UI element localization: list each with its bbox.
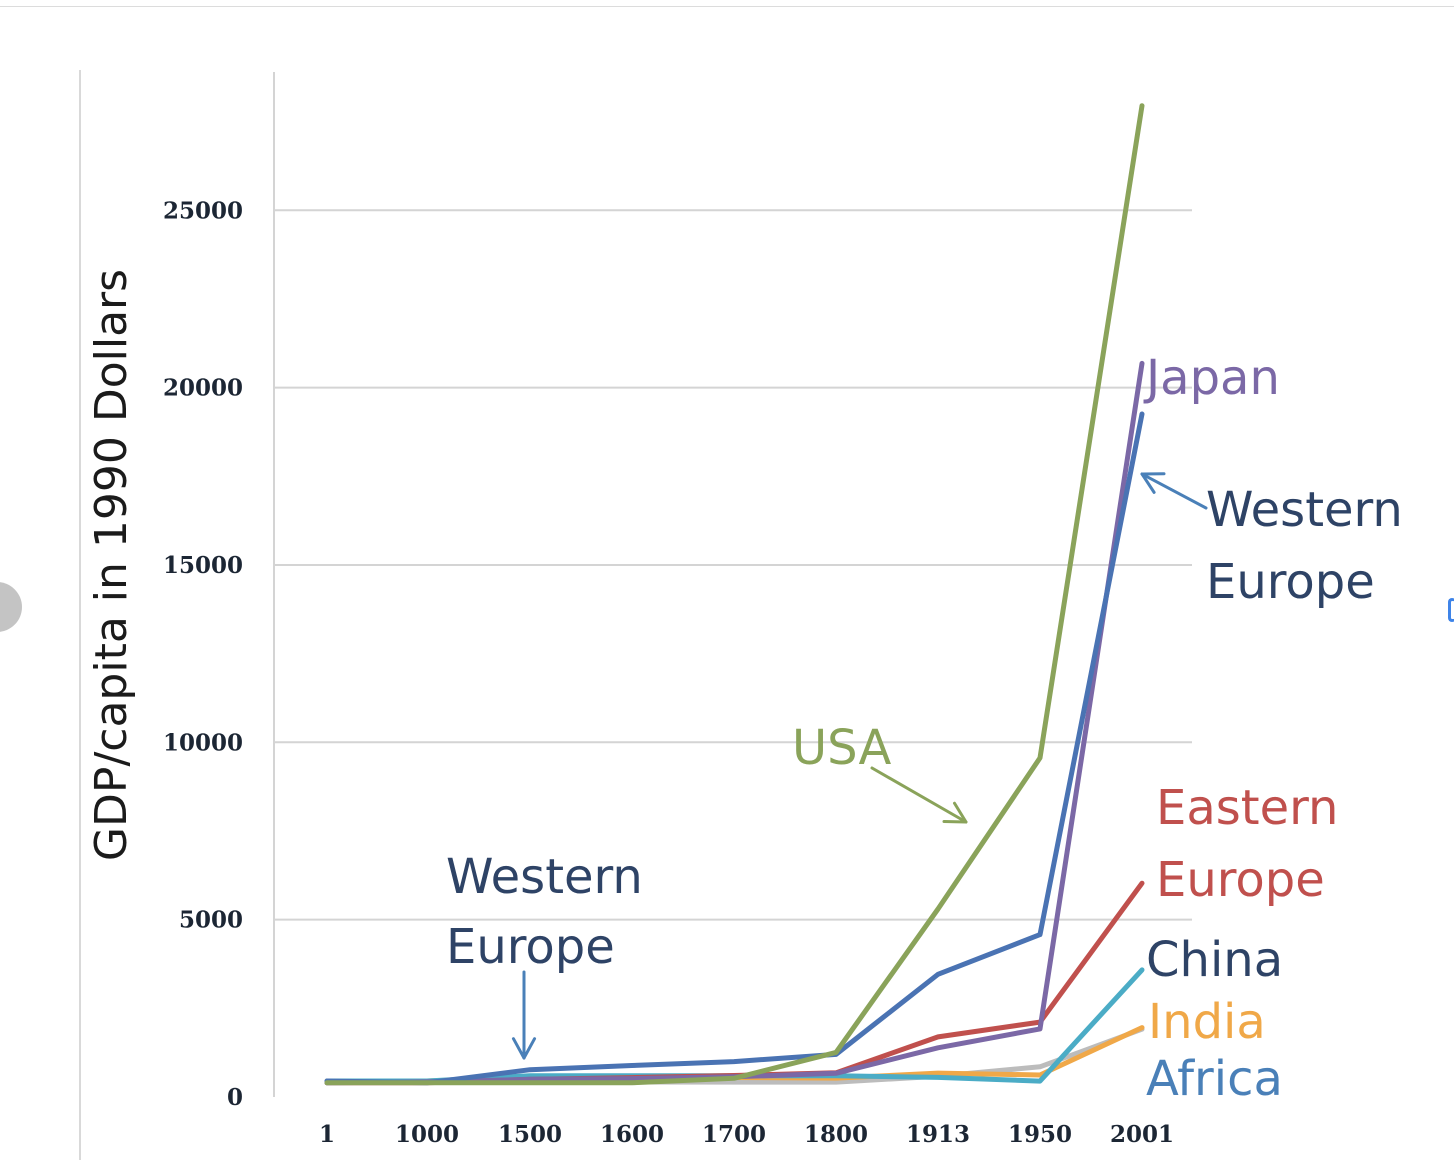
label-africa: Africa xyxy=(1146,1051,1283,1107)
gridlines xyxy=(274,209,1192,921)
x-tick-2001: 2001 xyxy=(1110,1121,1174,1148)
x-tick-1700: 1700 xyxy=(702,1121,766,1148)
x-tick-1800: 1800 xyxy=(804,1121,868,1148)
y-tick-5000: 5000 xyxy=(179,907,243,934)
y-axis-label: GDP/capita in 1990 Dollars xyxy=(86,269,137,861)
annotation-labels: Japan Western Europe USA Eastern Europe China I… xyxy=(446,350,1403,1107)
x-tick-1950: 1950 xyxy=(1008,1121,1072,1148)
x-tick-1913: 1913 xyxy=(906,1121,970,1148)
label-usa: USA xyxy=(792,720,891,776)
western-europe-right-arrow xyxy=(1140,472,1208,510)
label-western-europe-left-line-1: Western xyxy=(446,849,643,905)
label-japan: Japan xyxy=(1143,350,1280,406)
western-europe-left-arrow xyxy=(511,970,537,1060)
x-tick-1000: 1000 xyxy=(395,1121,459,1148)
x-tick-labels: 1 1000 1500 1600 1700 1800 1913 1950 2001 xyxy=(319,1121,1174,1148)
annotation-arrows xyxy=(511,472,1208,1060)
scroll-right-indicator[interactable] xyxy=(1448,598,1454,622)
y-tick-25000: 25000 xyxy=(163,197,243,224)
series-lines xyxy=(324,103,1145,1086)
label-china: China xyxy=(1146,932,1283,988)
x-tick-1500: 1500 xyxy=(498,1121,562,1148)
label-eastern-europe-line-2: Europe xyxy=(1156,852,1325,908)
label-western-europe-right-line-2: Europe xyxy=(1206,554,1375,610)
scroll-left-button[interactable] xyxy=(0,582,22,632)
y-tick-labels: 0 5000 10000 15000 20000 25000 xyxy=(163,197,243,1111)
usa-arrow xyxy=(870,766,968,824)
series-line-western-europe xyxy=(324,411,1145,1086)
series-line-eastern-europe xyxy=(324,880,1145,1086)
series-line-usa xyxy=(324,103,1145,1086)
y-tick-20000: 20000 xyxy=(163,375,243,402)
top-divider xyxy=(0,6,1454,7)
label-eastern-europe-line-1: Eastern xyxy=(1156,780,1338,836)
y-tick-0: 0 xyxy=(227,1084,243,1111)
label-india: India xyxy=(1148,994,1266,1050)
label-western-europe-right-line-1: Western xyxy=(1206,482,1403,538)
x-tick-1: 1 xyxy=(319,1121,335,1148)
y-tick-10000: 10000 xyxy=(163,729,243,756)
y-tick-15000: 15000 xyxy=(163,552,243,579)
x-tick-1600: 1600 xyxy=(600,1121,664,1148)
label-western-europe-left-line-2: Europe xyxy=(446,919,615,975)
